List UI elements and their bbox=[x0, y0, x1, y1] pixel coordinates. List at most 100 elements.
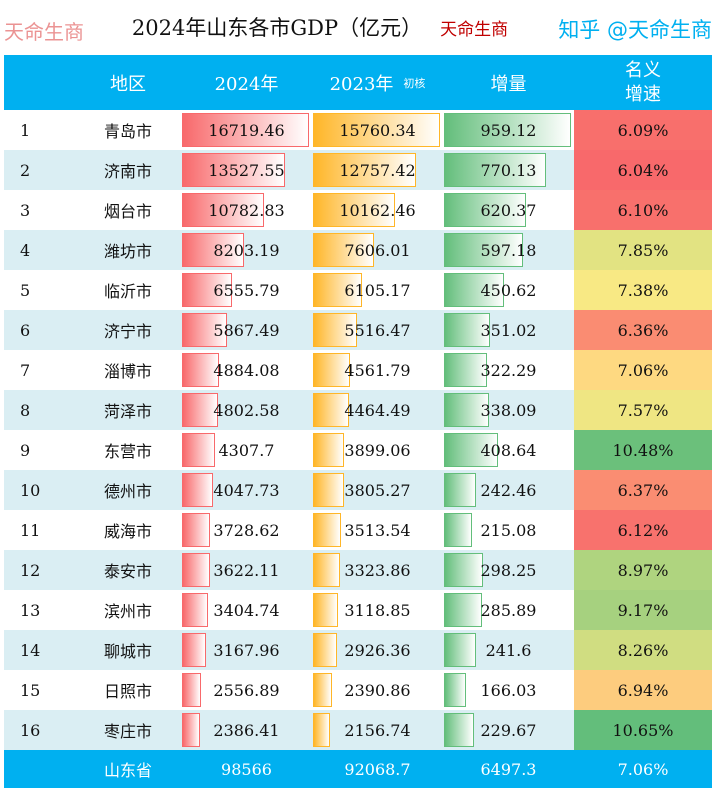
header-growth: 名义 增速 bbox=[625, 59, 661, 105]
y2023-cell: 3323.86 bbox=[312, 550, 443, 590]
y2024-cell: 8203.19 bbox=[181, 230, 312, 270]
y2023-data-bar bbox=[313, 673, 333, 707]
inc-data-bar bbox=[444, 393, 489, 427]
y2023-cell: 2926.36 bbox=[312, 630, 443, 670]
city: 烟台市 bbox=[103, 202, 152, 221]
inc-cell: 215.08 bbox=[443, 510, 574, 550]
y2023-cell: 4561.79 bbox=[312, 350, 443, 390]
y2024-cell: 10782.83 bbox=[181, 190, 312, 230]
inc-value: 620.37 bbox=[480, 200, 537, 220]
y2024-value: 4047.73 bbox=[213, 480, 280, 500]
y2023-data-bar bbox=[313, 513, 342, 547]
rank: 7 bbox=[20, 360, 31, 380]
rank: 8 bbox=[20, 400, 31, 420]
y2023-value: 12757.42 bbox=[339, 160, 416, 180]
y2023-cell: 15760.34 bbox=[312, 110, 443, 150]
y2023-cell: 3805.27 bbox=[312, 470, 443, 510]
header-region: 地区 bbox=[110, 73, 146, 95]
city: 淄博市 bbox=[103, 362, 152, 381]
inc-value: 298.25 bbox=[480, 560, 537, 580]
growth-cell: 8.26% bbox=[574, 630, 712, 670]
growth-cell: 10.48% bbox=[574, 430, 712, 470]
y2024-data-bar bbox=[182, 113, 309, 147]
rank: 11 bbox=[20, 520, 41, 540]
y2023-cell: 3513.54 bbox=[312, 510, 443, 550]
y2024-data-bar bbox=[182, 473, 213, 507]
y2024-data-bar bbox=[182, 713, 201, 747]
rank: 5 bbox=[20, 280, 31, 300]
growth-cell: 7.85% bbox=[574, 230, 712, 270]
table-row: 15 日照市 2556.89 2390.86 166.03 6.94% bbox=[4, 670, 712, 710]
inc-cell: 241.6 bbox=[443, 630, 574, 670]
y2023-value: 3899.06 bbox=[344, 440, 411, 460]
inc-value: 229.67 bbox=[480, 720, 537, 740]
rank: 16 bbox=[20, 720, 41, 740]
inc-data-bar bbox=[444, 673, 466, 707]
inc-value: 351.02 bbox=[480, 320, 537, 340]
y2024-cell: 2386.41 bbox=[181, 710, 312, 750]
y2024-cell: 3404.74 bbox=[181, 590, 312, 630]
y2024-cell: 16719.46 bbox=[181, 110, 312, 150]
inc-data-bar bbox=[444, 553, 484, 587]
y2024-cell: 13527.55 bbox=[181, 150, 312, 190]
table-row: 4 潍坊市 8203.19 7606.01 597.18 7.85% bbox=[4, 230, 712, 270]
inc-data-bar bbox=[444, 593, 482, 627]
inc-data-bar bbox=[444, 633, 476, 667]
table-row: 6 济宁市 5867.49 5516.47 351.02 6.36% bbox=[4, 310, 712, 350]
inc-value: 166.03 bbox=[480, 680, 537, 700]
table-row: 11 威海市 3728.62 3513.54 215.08 6.12% bbox=[4, 510, 712, 550]
city: 东营市 bbox=[103, 442, 152, 461]
growth-cell: 7.57% bbox=[574, 390, 712, 430]
growth-cell: 7.38% bbox=[574, 270, 712, 310]
y2024-value: 6555.79 bbox=[213, 280, 280, 300]
y2024-cell: 4884.08 bbox=[181, 350, 312, 390]
y2024-value: 8203.19 bbox=[213, 240, 280, 260]
inc-cell: 322.29 bbox=[443, 350, 574, 390]
y2023-value: 6105.17 bbox=[344, 280, 411, 300]
table-total-row: 山东省 98566 92068.7 6497.3 7.06% bbox=[4, 750, 712, 788]
y2024-data-bar bbox=[182, 433, 215, 467]
inc-value: 285.89 bbox=[480, 600, 537, 620]
inc-cell: 285.89 bbox=[443, 590, 574, 630]
y2023-value: 2390.86 bbox=[344, 680, 411, 700]
y2024-data-bar bbox=[182, 273, 232, 307]
inc-cell: 450.62 bbox=[443, 270, 574, 310]
inc-value: 215.08 bbox=[480, 520, 537, 540]
inc-data-bar bbox=[444, 353, 487, 387]
inc-value: 338.09 bbox=[480, 400, 537, 420]
growth-cell: 6.37% bbox=[574, 470, 712, 510]
table-row: 8 菏泽市 4802.58 4464.49 338.09 7.57% bbox=[4, 390, 712, 430]
table-row: 3 烟台市 10782.83 10162.46 620.37 6.10% bbox=[4, 190, 712, 230]
inc-data-bar bbox=[444, 113, 571, 147]
table-row: 10 德州市 4047.73 3805.27 242.46 6.37% bbox=[4, 470, 712, 510]
y2023-cell: 3899.06 bbox=[312, 430, 443, 470]
inc-cell: 229.67 bbox=[443, 710, 574, 750]
inc-value: 322.29 bbox=[480, 360, 537, 380]
table-row: 14 聊城市 3167.96 2926.36 241.6 8.26% bbox=[4, 630, 712, 670]
table-header: 地区 2024年 2023年 初核 增量 名义 增速 bbox=[4, 55, 712, 110]
inc-data-bar bbox=[444, 473, 477, 507]
gdp-table: 地区 2024年 2023年 初核 增量 名义 增速 1 青岛市 16719.46 1… bbox=[4, 55, 712, 788]
y2023-data-bar bbox=[313, 193, 395, 227]
y2024-data-bar bbox=[182, 513, 211, 547]
rank: 9 bbox=[20, 440, 31, 460]
growth-cell: 6.12% bbox=[574, 510, 712, 550]
y2023-value: 2926.36 bbox=[344, 640, 411, 660]
y2024-cell: 4307.7 bbox=[181, 430, 312, 470]
total-growth: 7.06% bbox=[617, 759, 669, 779]
y2023-data-bar bbox=[313, 353, 350, 387]
growth-cell: 9.17% bbox=[574, 590, 712, 630]
y2024-value: 13527.55 bbox=[208, 160, 285, 180]
growth-cell: 8.97% bbox=[574, 550, 712, 590]
rank: 1 bbox=[20, 120, 31, 140]
inc-cell: 959.12 bbox=[443, 110, 574, 150]
y2024-value: 3404.74 bbox=[213, 600, 280, 620]
y2023-value: 3118.85 bbox=[344, 600, 411, 620]
growth-cell: 6.94% bbox=[574, 670, 712, 710]
y2024-value: 4307.7 bbox=[218, 440, 275, 460]
y2024-value: 10782.83 bbox=[208, 200, 285, 220]
y2024-data-bar bbox=[182, 633, 207, 667]
header-2024: 2024年 bbox=[214, 73, 279, 95]
table-row: 16 枣庄市 2386.41 2156.74 229.67 10.65% bbox=[4, 710, 712, 750]
brand-text: 天命生商 bbox=[440, 20, 509, 40]
